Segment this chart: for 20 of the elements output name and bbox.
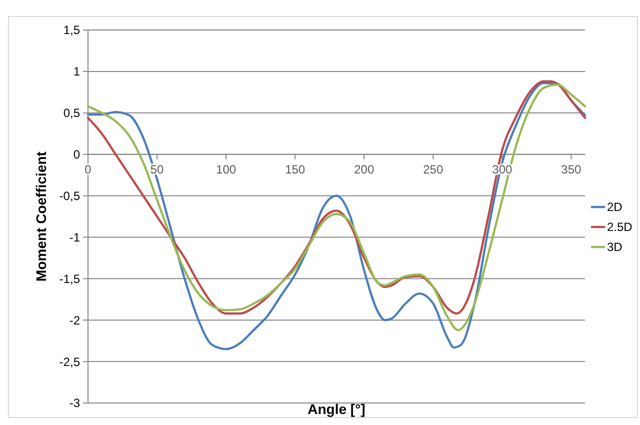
x-tick-label: 250	[423, 162, 444, 176]
y-tick-label: -3	[69, 396, 80, 410]
x-tick-label: 350	[561, 162, 582, 176]
x-tick-label: 150	[285, 162, 306, 176]
legend-label: 2.5D	[607, 220, 633, 234]
legend-label: 2D	[607, 200, 623, 214]
y-axis-title: Moment Coefficient	[33, 151, 49, 282]
y-tick-label: -2	[69, 313, 80, 328]
x-tick-label: 200	[354, 162, 374, 176]
x-axis-title: Angle [°]	[308, 401, 366, 417]
y-tick-label: -1,5	[59, 272, 80, 286]
y-tick-label: -2,5	[59, 354, 80, 369]
y-tick-label: -1	[69, 230, 80, 244]
y-tick-label: 0	[73, 148, 80, 162]
x-tick-label: 100	[216, 162, 236, 176]
legend-label: 3D	[607, 240, 623, 254]
y-tick-label: 1,5	[63, 23, 80, 38]
y-tick-label: 0,5	[63, 106, 80, 120]
y-tick-label: 1	[73, 64, 80, 79]
y-tick-label: -0,5	[59, 188, 80, 203]
